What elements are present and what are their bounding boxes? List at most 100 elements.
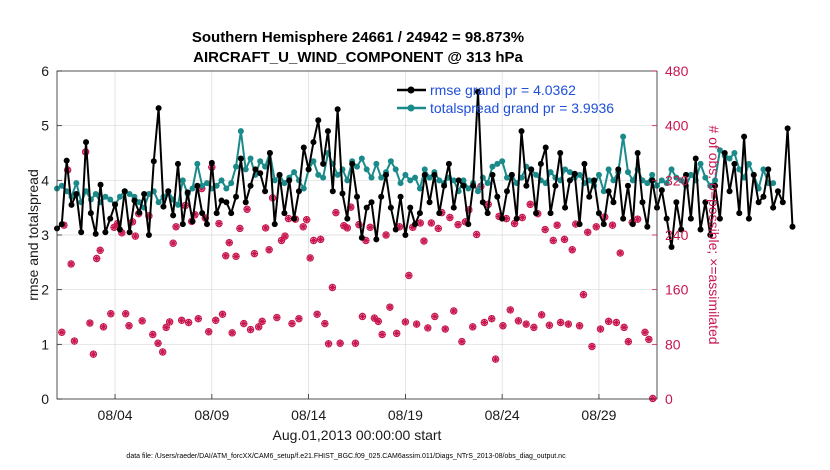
rmse-point <box>470 182 477 189</box>
rmse-point <box>344 215 351 222</box>
rmse-point <box>199 210 206 217</box>
obs-assimilated-marker <box>427 219 435 227</box>
obs-assimilated-marker <box>413 320 421 328</box>
obs-assimilated-marker <box>596 325 605 333</box>
rmse-point <box>484 210 491 217</box>
totalspread-point <box>600 188 607 195</box>
totalspread-point <box>716 147 723 154</box>
rmse-point <box>194 182 201 189</box>
obs-assimilated-marker <box>592 223 600 231</box>
rmse-point <box>450 204 457 211</box>
obs-assimilated-marker <box>313 310 321 318</box>
y-left-tick-label: 3 <box>41 227 49 243</box>
obs-assimilated-marker <box>228 329 236 337</box>
obs-assimilated-marker <box>70 337 79 345</box>
rmse-point <box>445 160 452 167</box>
obs-assimilated-marker <box>530 323 538 331</box>
obs-assimilated-marker <box>549 236 557 245</box>
totalspread-point <box>663 180 670 187</box>
obs-assimilated-marker <box>306 254 314 262</box>
totalspread-point <box>378 174 385 181</box>
obs-assimilated-marker <box>218 310 227 318</box>
totalspread-point <box>402 171 409 178</box>
rmse-point <box>779 199 786 206</box>
y-right-tick-label: 320 <box>665 172 689 188</box>
rmse-point <box>528 166 535 173</box>
rmse-point <box>474 88 481 95</box>
totalspread-point <box>658 177 665 184</box>
rmse-point <box>721 150 728 156</box>
totalspread-point <box>460 177 467 184</box>
obs-assimilated-marker <box>172 223 180 231</box>
obs-assimilated-marker <box>212 316 220 324</box>
totalspread-point <box>194 160 201 167</box>
rmse-point <box>716 215 723 222</box>
obs-assimilated-marker <box>328 283 337 292</box>
rmse-point <box>441 182 448 189</box>
totalspread-point <box>494 160 501 167</box>
totalspread-point <box>489 163 496 170</box>
obs-assimilated-marker <box>107 310 115 318</box>
obs-assimilated-marker <box>332 208 340 217</box>
rmse-point <box>702 199 709 206</box>
rmse-point <box>615 166 622 173</box>
obs-assimilated-marker <box>424 324 432 332</box>
obs-assimilated-marker <box>545 321 553 329</box>
totalspread-point <box>644 180 651 187</box>
totalspread-point <box>218 177 225 184</box>
obs-assimilated-marker <box>343 224 351 232</box>
rmse-point <box>363 204 370 211</box>
chart-title-line1: Southern Hemisphere 24661 / 24942 = 98.8… <box>192 29 524 46</box>
obs-assimilated-marker <box>351 339 360 347</box>
obs-assimilated-marker <box>649 394 657 403</box>
rmse-point <box>465 221 472 228</box>
rmse-point <box>566 177 573 184</box>
y-right-tick-label: 0 <box>665 391 673 407</box>
rmse-point <box>300 144 307 151</box>
obs-assimilated-marker <box>491 355 500 363</box>
obs-assimilated-marker <box>568 246 576 254</box>
totalspread-point <box>228 180 235 187</box>
rmse-point <box>513 215 520 222</box>
rmse-point <box>242 199 249 206</box>
rmse-point <box>378 193 385 200</box>
obs-assimilated-marker <box>258 317 266 325</box>
rmse-point <box>416 210 423 217</box>
rmse-point <box>784 125 791 132</box>
totalspread-point <box>576 171 583 178</box>
rmse-point <box>731 160 738 167</box>
rmse-point <box>750 171 757 178</box>
rmse-point <box>658 187 665 194</box>
obs-assimilated-marker <box>616 249 624 257</box>
rmse-point <box>315 117 322 124</box>
rmse-point <box>213 210 220 217</box>
rmse-point <box>407 204 414 211</box>
rmse-point <box>392 226 399 233</box>
rmse-point <box>136 209 143 216</box>
totalspread-point <box>474 188 481 195</box>
rmse-point <box>112 201 119 208</box>
rmse-point <box>189 218 196 225</box>
totalspread-point <box>465 185 472 192</box>
totalspread-point <box>731 150 738 156</box>
totalspread-point <box>562 166 569 173</box>
rmse-point <box>687 215 694 222</box>
totalspread-point <box>629 177 636 184</box>
rmse-point <box>78 229 85 236</box>
obs-assimilated-marker <box>236 224 244 233</box>
rmse-point <box>179 221 186 228</box>
rmse-point <box>683 171 690 178</box>
totalspread-point <box>745 160 752 167</box>
rmse-point <box>774 188 781 195</box>
obs-assimilated-marker <box>538 311 546 319</box>
obs-assimilated-marker <box>522 320 530 328</box>
obs-assimilated-marker <box>324 340 333 348</box>
obs-assimilated-marker <box>405 271 413 280</box>
totalspread-point <box>668 166 675 173</box>
obs-assimilated-marker <box>541 225 549 234</box>
obs-assimilated-marker <box>620 323 628 331</box>
totalspread-point <box>726 155 733 162</box>
obs-assimilated-marker <box>450 307 458 315</box>
rmse-point <box>770 204 777 211</box>
totalspread-point <box>416 185 423 192</box>
